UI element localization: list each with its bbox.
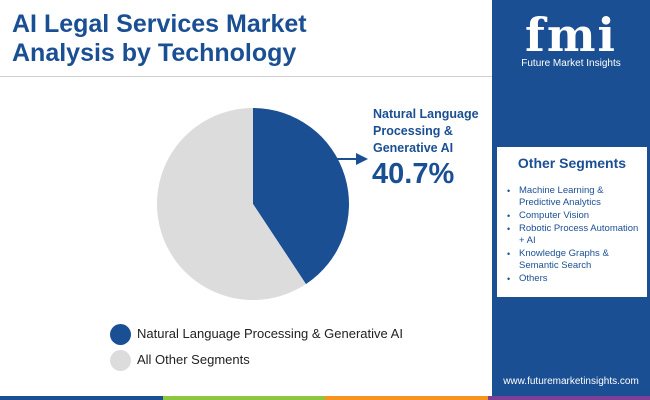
bullet-icon: •	[507, 211, 511, 221]
header-divider	[0, 76, 492, 77]
list-item: • Others	[503, 273, 645, 285]
list-item: • Computer Vision	[503, 210, 645, 222]
website-url[interactable]: www.futuremarketinsights.com	[503, 376, 639, 387]
segment-label: Others	[519, 273, 548, 284]
callout-label-line-2: Processing &	[373, 124, 453, 138]
segment-label: Machine Learning & Predictive Analytics	[519, 185, 604, 208]
callout-arrow-icon	[356, 153, 368, 165]
chart-title-line-2: Analysis by Technology	[12, 39, 297, 67]
callout-label: Natural Language Processing & Generative…	[373, 106, 491, 157]
bullet-icon: •	[507, 186, 511, 196]
legend-label-nlp: Natural Language Processing & Generative…	[137, 326, 403, 341]
bottom-bar-segment	[0, 396, 163, 400]
callout-label-line-3: Generative AI	[373, 141, 454, 155]
segment-label: Knowledge Graphs & Semantic Search	[519, 248, 609, 271]
bullet-icon: •	[507, 274, 511, 284]
logo-mark: fmi	[525, 8, 617, 62]
bottom-bar-segment	[162, 396, 325, 400]
list-item: • Knowledge Graphs & Semantic Search	[503, 248, 645, 272]
segment-label: Robotic Process Automation + AI	[519, 223, 639, 246]
logo-subtitle: Future Market Insights	[521, 58, 621, 69]
bottom-bar-segment	[487, 396, 650, 400]
list-item: • Robotic Process Automation + AI	[503, 223, 645, 247]
bottom-bar-segment	[325, 396, 488, 400]
legend-label-other: All Other Segments	[137, 352, 250, 367]
segment-label: Computer Vision	[519, 210, 590, 221]
bullet-icon: •	[507, 224, 511, 234]
other-segments-panel: Other Segments • Machine Learning & Predi…	[497, 147, 647, 297]
chart-title: AI Legal Services Market Analysis by Tec…	[12, 10, 482, 68]
other-segments-title: Other Segments	[517, 155, 627, 171]
callout-label-line-1: Natural Language	[373, 107, 479, 121]
legend-swatch-other	[110, 350, 131, 371]
pie-chart	[157, 108, 368, 301]
list-item: • Machine Learning & Predictive Analytics	[503, 185, 645, 209]
bullet-icon: •	[507, 249, 511, 259]
pie-slice-1	[157, 108, 306, 301]
fmi-logo: fmi Future Market Insights	[510, 6, 632, 72]
callout-value: 40.7%	[372, 158, 455, 190]
pie-slice-0	[253, 108, 350, 285]
legend-swatch-nlp	[110, 324, 131, 345]
chart-title-line-1: AI Legal Services Market	[12, 10, 307, 38]
other-segments-list: • Machine Learning & Predictive Analytics…	[503, 185, 645, 286]
